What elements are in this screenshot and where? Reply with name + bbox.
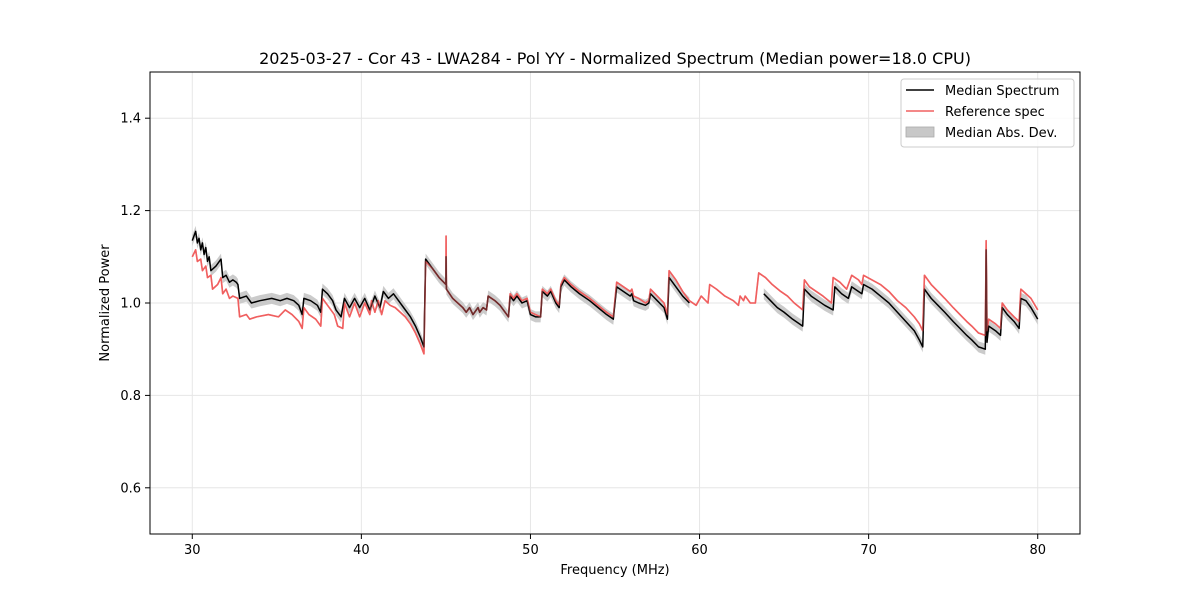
- x-tick-label: 80: [1029, 543, 1046, 558]
- chart-title: 2025-03-27 - Cor 43 - LWA284 - Pol YY - …: [259, 49, 971, 68]
- y-axis-ticks: 0.6 0.8 1.0 1.2 1.4: [120, 112, 150, 496]
- x-tick-label: 30: [184, 543, 201, 558]
- y-axis-label: Normalized Power: [98, 244, 113, 362]
- mad-band: [763, 244, 1038, 355]
- mad-band-group: [192, 225, 1038, 355]
- y-tick-label: 1.0: [120, 297, 141, 312]
- legend-mad-label: Median Abs. Dev.: [945, 126, 1057, 141]
- legend-box: [900, 78, 1075, 148]
- median-spectrum-line: [763, 249, 1039, 350]
- y-tick-label: 0.8: [120, 389, 141, 404]
- x-tick-label: 50: [522, 543, 539, 558]
- median-spectrum-line: [191, 230, 690, 348]
- legend: Median Spectrum Reference spec Median Ab…: [900, 78, 1075, 148]
- y-tick-label: 0.6: [120, 481, 141, 496]
- x-tick-label: 70: [860, 543, 877, 558]
- median-spectrum-series: [191, 230, 1039, 355]
- reference-spec-overlay: [191, 235, 1039, 355]
- x-tick-label: 60: [691, 543, 708, 558]
- y-tick-label: 1.4: [120, 112, 141, 127]
- legend-mad-swatch: [905, 126, 935, 138]
- legend-reference-label: Reference spec: [945, 105, 1045, 120]
- y-tick-label: 1.2: [120, 204, 141, 219]
- x-tick-label: 40: [353, 543, 370, 558]
- x-axis-ticks: 30 40 50 60 70 80: [184, 534, 1046, 558]
- x-axis-label: Frequency (MHz): [560, 563, 669, 578]
- legend-median-label: Median Spectrum: [945, 84, 1059, 99]
